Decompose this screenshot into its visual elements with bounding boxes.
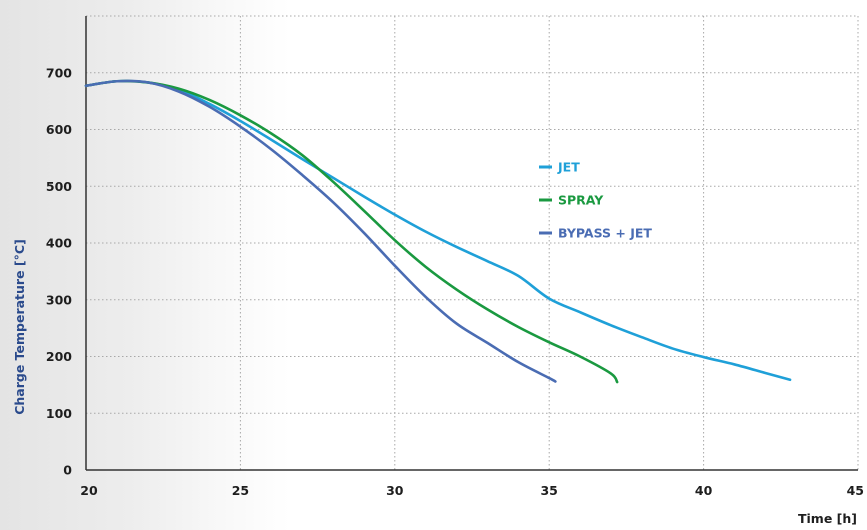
y-axis-title: Charge Temperature [°C]: [12, 239, 27, 415]
axes: [85, 16, 858, 471]
x-tick-label: 40: [695, 483, 713, 498]
y-tick-label: 600: [46, 122, 72, 137]
series-lines: [84, 79, 792, 384]
legend-label-jet: JET: [557, 160, 580, 175]
y-tick-label: 500: [46, 179, 72, 194]
y-tick-label: 400: [46, 236, 72, 251]
y-tick-label: 700: [46, 65, 72, 80]
y-tick-label: 100: [46, 406, 72, 421]
x-axis-title: Time [h]: [798, 511, 857, 526]
x-tick-label: 25: [232, 483, 249, 498]
y-tick-label: 200: [46, 349, 72, 364]
series-line-jet: [84, 79, 792, 382]
y-tick-label: 300: [46, 292, 72, 307]
legend: JET SPRAY BYPASS + JET: [539, 160, 652, 241]
y-tick-label: 0: [63, 463, 72, 478]
series-line-spray: [84, 79, 619, 384]
x-tick-label: 20: [80, 483, 98, 498]
x-tick-label: 35: [540, 483, 557, 498]
legend-label-spray: SPRAY: [558, 193, 604, 208]
x-tick-label: 30: [386, 483, 404, 498]
legend-label-bypass-jet: BYPASS + JET: [558, 226, 652, 241]
tick-labels: 20 25 30 35 40 45 0 100 200 300 400 500 600 700: [46, 65, 864, 498]
series-line-bypass-jet: [84, 79, 557, 383]
grid: [86, 15, 859, 470]
x-tick-label: 45: [847, 483, 864, 498]
